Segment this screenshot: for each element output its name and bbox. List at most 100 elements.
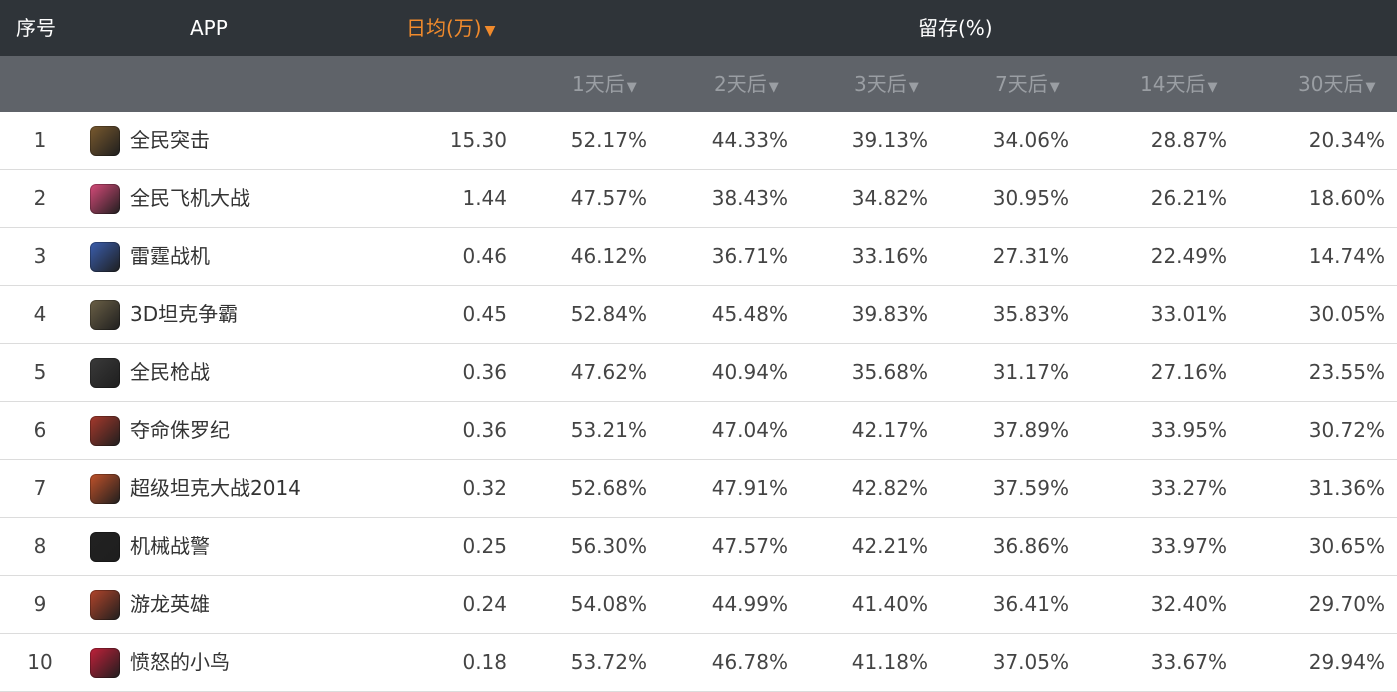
app-icon xyxy=(90,125,120,156)
app-cell[interactable]: 夺命侏罗纪 xyxy=(90,402,410,459)
header-daily-label: 日均(万) xyxy=(406,16,482,40)
sort-retention-7d[interactable]: 7天后 ▼ xyxy=(995,56,1060,112)
retention-cell: 32.40% xyxy=(1150,592,1227,616)
app-cell[interactable]: 3D坦克争霸 xyxy=(90,286,410,343)
retention-cell: 20.34% xyxy=(1308,128,1385,152)
retention-cell: 52.68% xyxy=(570,476,647,500)
retention-cell: 46.12% xyxy=(570,244,647,268)
daily-active-cell: 0.36 xyxy=(462,418,507,442)
sort-desc-icon: ▼ xyxy=(626,80,637,95)
retention-cell: 36.86% xyxy=(992,534,1069,558)
retention-cell: 28.87% xyxy=(1150,128,1227,152)
sort-retention-1d[interactable]: 1天后 ▼ xyxy=(572,56,637,112)
daily-active-cell: 0.32 xyxy=(462,476,507,500)
retention-cell: 37.59% xyxy=(992,476,1069,500)
retention-cell: 35.83% xyxy=(992,302,1069,326)
retention-cell: 23.55% xyxy=(1308,360,1385,384)
rank-cell: 1 xyxy=(33,128,47,152)
retention-cell: 33.67% xyxy=(1150,650,1227,674)
header-app: APP xyxy=(190,16,228,40)
retention-cell: 30.72% xyxy=(1308,418,1385,442)
app-name: 全民枪战 xyxy=(130,360,210,384)
app-name: 机械战警 xyxy=(130,534,210,558)
app-cell[interactable]: 雷霆战机 xyxy=(90,228,410,285)
table-row[interactable]: 4 3D坦克争霸 0.45 52.84% 45.48% 39.83% 35.83% 33.01… xyxy=(0,286,1397,344)
app-icon xyxy=(90,183,120,214)
retention-cell: 33.97% xyxy=(1150,534,1227,558)
retention-cell: 52.84% xyxy=(570,302,647,326)
app-icon xyxy=(90,473,120,504)
retention-cell: 14.74% xyxy=(1308,244,1385,268)
rank-cell: 7 xyxy=(33,476,47,500)
app-icon xyxy=(90,531,120,562)
header-daily-sort[interactable]: 日均(万) ▼ xyxy=(406,0,495,56)
table-header-sub: 1天后 ▼ 2天后 ▼ 3天后 ▼ 7天后 ▼ 14天后 ▼ 30天后 ▼ xyxy=(0,56,1397,112)
retention-7d-label: 7天后 xyxy=(995,72,1048,96)
sort-retention-14d[interactable]: 14天后 ▼ xyxy=(1140,56,1217,112)
daily-active-cell: 0.24 xyxy=(462,592,507,616)
header-rank: 序号 xyxy=(16,16,56,40)
table-header-main: 序号 APP 日均(万) ▼ 留存(%) xyxy=(0,0,1397,56)
retention-cell: 27.31% xyxy=(992,244,1069,268)
table-row[interactable]: 9 游龙英雄 0.24 54.08% 44.99% 41.40% 36.41% 32.40% 2… xyxy=(0,576,1397,634)
table-row[interactable]: 2 全民飞机大战 1.44 47.57% 38.43% 34.82% 30.95% 26.21… xyxy=(0,170,1397,228)
retention-cell: 47.04% xyxy=(711,418,788,442)
table-row[interactable]: 7 超级坦克大战2014 0.32 52.68% 47.91% 42.82% 37.59% 3… xyxy=(0,460,1397,518)
sort-retention-30d[interactable]: 30天后 ▼ xyxy=(1298,56,1375,112)
retention-cell: 30.05% xyxy=(1308,302,1385,326)
app-name: 全民突击 xyxy=(130,128,210,152)
daily-active-cell: 15.30 xyxy=(449,128,507,152)
rank-cell: 6 xyxy=(33,418,47,442)
app-cell[interactable]: 机械战警 xyxy=(90,518,410,575)
retention-cell: 47.62% xyxy=(570,360,647,384)
retention-cell: 33.95% xyxy=(1150,418,1227,442)
retention-cell: 44.99% xyxy=(711,592,788,616)
app-cell[interactable]: 全民飞机大战 xyxy=(90,170,410,227)
retention-cell: 37.05% xyxy=(992,650,1069,674)
sort-desc-icon: ▼ xyxy=(908,80,919,95)
app-cell[interactable]: 愤怒的小鸟 xyxy=(90,634,410,691)
retention-cell: 52.17% xyxy=(570,128,647,152)
retention-cell: 54.08% xyxy=(570,592,647,616)
retention-cell: 34.06% xyxy=(992,128,1069,152)
daily-active-cell: 0.18 xyxy=(462,650,507,674)
app-icon xyxy=(90,299,120,330)
retention-cell: 33.16% xyxy=(851,244,928,268)
app-name: 游龙英雄 xyxy=(130,592,210,616)
app-cell[interactable]: 超级坦克大战2014 xyxy=(90,460,410,517)
app-cell[interactable]: 全民枪战 xyxy=(90,344,410,401)
retention-cell: 41.40% xyxy=(851,592,928,616)
rank-cell: 4 xyxy=(33,302,47,326)
app-name: 夺命侏罗纪 xyxy=(130,418,230,442)
retention-cell: 18.60% xyxy=(1308,186,1385,210)
sort-desc-icon: ▼ xyxy=(1365,80,1376,95)
retention-cell: 44.33% xyxy=(711,128,788,152)
retention-cell: 33.27% xyxy=(1150,476,1227,500)
retention-cell: 47.91% xyxy=(711,476,788,500)
rank-cell: 9 xyxy=(33,592,47,616)
header-retention: 留存(%) xyxy=(918,16,993,40)
daily-active-cell: 0.36 xyxy=(462,360,507,384)
table-row[interactable]: 1 全民突击 15.30 52.17% 44.33% 39.13% 34.06% 28.87%… xyxy=(0,112,1397,170)
table-row[interactable]: 6 夺命侏罗纪 0.36 53.21% 47.04% 42.17% 37.89% 33.95%… xyxy=(0,402,1397,460)
table-row[interactable]: 3 雷霆战机 0.46 46.12% 36.71% 33.16% 27.31% 22.49% 1… xyxy=(0,228,1397,286)
retention-cell: 47.57% xyxy=(711,534,788,558)
retention-cell: 53.21% xyxy=(570,418,647,442)
sort-desc-icon: ▼ xyxy=(1049,80,1060,95)
sort-retention-3d[interactable]: 3天后 ▼ xyxy=(854,56,919,112)
app-icon xyxy=(90,415,120,446)
sort-retention-2d[interactable]: 2天后 ▼ xyxy=(714,56,779,112)
table-row[interactable]: 10 愤怒的小鸟 0.18 53.72% 46.78% 41.18% 37.05% 33.67… xyxy=(0,634,1397,692)
daily-active-cell: 0.25 xyxy=(462,534,507,558)
app-cell[interactable]: 游龙英雄 xyxy=(90,576,410,633)
table-row[interactable]: 8 机械战警 0.25 56.30% 47.57% 42.21% 36.86% 33.97% 3… xyxy=(0,518,1397,576)
retention-cell: 31.17% xyxy=(992,360,1069,384)
retention-cell: 30.65% xyxy=(1308,534,1385,558)
app-cell[interactable]: 全民突击 xyxy=(90,112,410,169)
retention-cell: 56.30% xyxy=(570,534,647,558)
table-row[interactable]: 5 全民枪战 0.36 47.62% 40.94% 35.68% 31.17% 27.16% 2… xyxy=(0,344,1397,402)
retention-30d-label: 30天后 xyxy=(1298,72,1364,96)
rank-cell: 2 xyxy=(33,186,47,210)
retention-cell: 36.41% xyxy=(992,592,1069,616)
app-icon xyxy=(90,647,120,678)
